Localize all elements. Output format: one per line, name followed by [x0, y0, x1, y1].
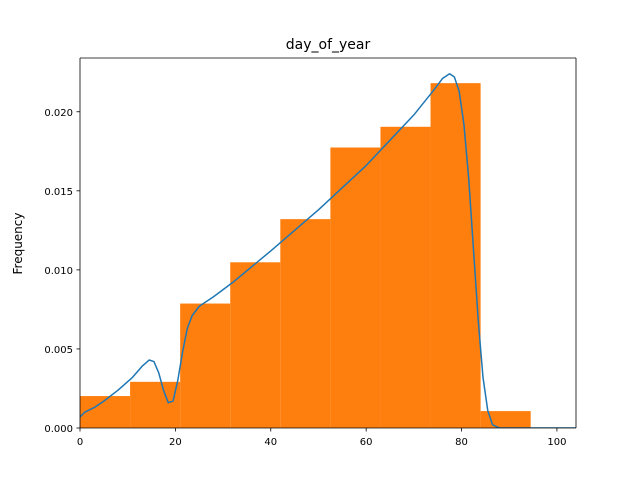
- x-tick-label: 80: [455, 437, 468, 448]
- histogram-bar: [230, 262, 281, 428]
- histogram-bar: [480, 411, 531, 428]
- histogram-bar: [130, 381, 181, 428]
- x-tick-label: 0: [77, 437, 83, 448]
- histogram-bar: [280, 219, 331, 428]
- density-curve: [80, 73, 576, 428]
- x-tick-label: 60: [360, 437, 373, 448]
- histogram-bar: [180, 303, 231, 428]
- chart-title: day_of_year: [286, 37, 371, 53]
- y-axis-label: Frequency: [11, 213, 25, 275]
- y-tick-label: 0.010: [44, 266, 73, 277]
- histogram-bar: [430, 83, 481, 429]
- y-tick-label: 0.005: [44, 345, 73, 356]
- plot-area: [80, 73, 576, 429]
- x-tick-label: 100: [547, 437, 566, 448]
- y-tick-label: 0.000: [44, 424, 73, 435]
- y-tick-label: 0.015: [44, 187, 73, 198]
- histogram-bar: [380, 126, 431, 429]
- y-tick-label: 0.020: [44, 108, 73, 119]
- x-tick-label: 20: [169, 437, 182, 448]
- x-tick-label: 40: [264, 437, 277, 448]
- histogram-bar: [330, 147, 381, 428]
- axes: 0 20 40 60 80 100 0.000 0.005 0.010 0.015 0.020: [44, 57, 577, 448]
- histogram-bar: [80, 396, 131, 428]
